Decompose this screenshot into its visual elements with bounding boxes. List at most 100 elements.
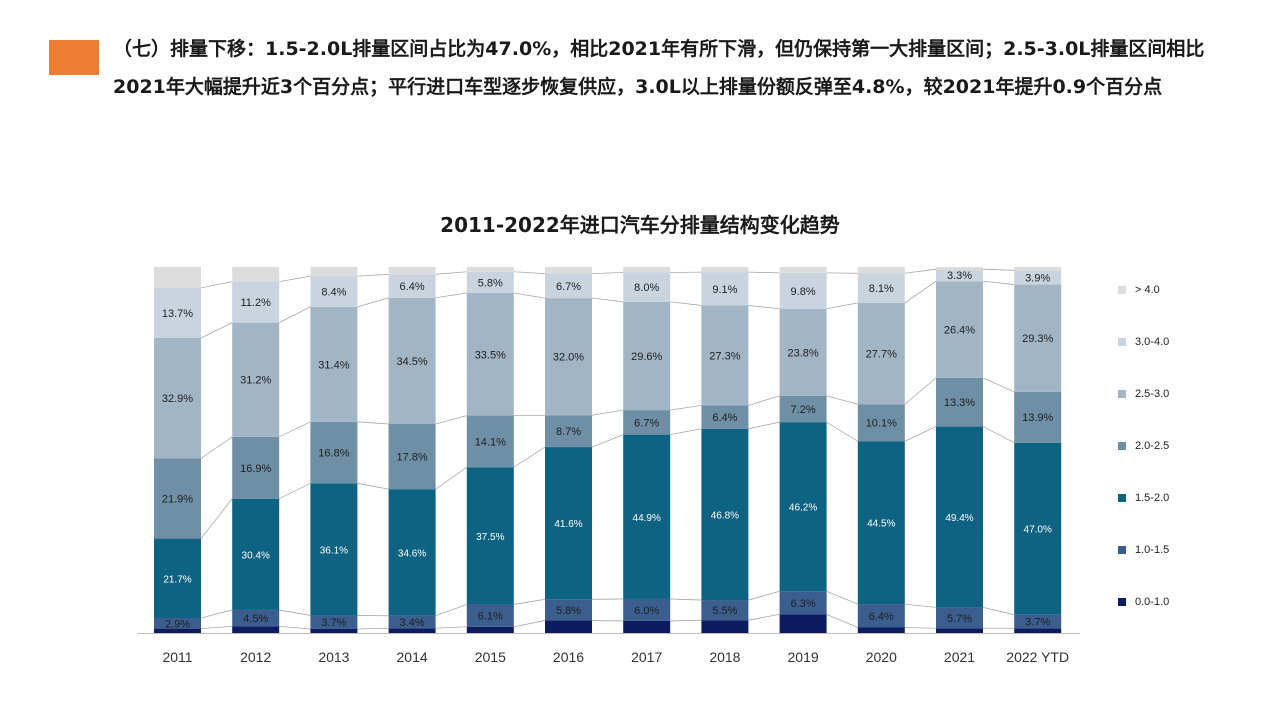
series-connector-line [357,421,389,425]
series-connector-line [435,292,467,299]
series-connector-line [279,609,311,616]
legend-label: 1.0-1.5 [1135,544,1170,556]
bar-segment [232,436,280,499]
series-connector-line [279,482,311,500]
bar-segment [466,271,514,293]
legend-label: 2.0-2.5 [1135,440,1170,452]
data-label: 27.3% [709,350,740,362]
data-label: 10.1% [866,418,897,430]
bar-segment [779,272,827,309]
data-label: 8.7% [556,426,581,438]
bar-segment [857,267,905,274]
bar-segment [232,498,280,610]
series-connector-line [982,606,1015,616]
data-label: 31.4% [318,359,349,371]
data-label: 21.9% [162,493,193,505]
data-label: 11.2% [241,297,272,309]
series-connector-line [670,598,702,601]
x-tick-label: 2022 YTD [1006,649,1069,665]
bar-segment [310,615,358,629]
data-label: 6.4% [869,611,894,623]
legend-item: 2.5-3.0 [1118,386,1169,402]
series-connector-line [982,280,1015,285]
legend-swatch [1118,494,1126,502]
legend-label: 1.5-2.0 [1135,492,1170,504]
data-label: 32.0% [553,352,584,364]
bar-segment [1014,442,1062,615]
data-label: 23.8% [787,347,818,359]
bar-segment [388,628,436,633]
legend-item: 3.0-4.0 [1118,334,1169,350]
bar-segment [623,620,671,633]
bar-segment [466,467,514,605]
bar-segment [701,428,749,601]
bar-segment [545,415,592,448]
series-connector-line [826,613,858,628]
series-connector-line [591,272,624,274]
series-connector-line [982,268,1015,271]
series-connector-line [904,426,937,442]
series-connector-line [513,598,546,605]
series-connector-line [200,626,233,630]
series-connector-line [904,268,937,274]
x-tick-label: 2011 [162,649,192,665]
bar-segment [936,607,983,629]
bar-segment [623,410,671,435]
data-label: 8.0% [634,282,659,294]
data-label: 34.6% [398,548,426,559]
data-label: 31.2% [240,375,271,387]
series-connector-line [748,421,780,430]
legend-item: 1.5-2.0 [1118,490,1169,506]
data-label: 13.7% [162,308,193,320]
bar-segment [466,604,514,627]
bar-segment [623,272,671,302]
bar-segment [779,591,827,615]
legend-label: 2.5-3.0 [1135,388,1170,400]
bar-segment [779,395,827,423]
legend-item: > 4.0 [1118,282,1160,298]
series-connector-line [670,619,702,622]
bar-segment [857,302,905,405]
data-label: 46.8% [711,510,739,521]
bar-segment [623,598,671,621]
x-tick-label: 2019 [788,649,819,665]
data-label: 3.7% [1025,616,1050,628]
legend-item: 0.0-1.0 [1118,594,1169,610]
series-connector-line [435,415,467,425]
bar-segment [154,267,201,288]
series-connector-line [826,590,858,605]
bar-segment [779,267,827,273]
data-label: 13.3% [944,397,975,409]
x-tick-labels: 2011 2012 2013 2014 2015 2016 2017 2018 2019 2020… [162,649,1069,665]
series-connector-line [904,603,937,608]
data-label: 16.9% [240,463,271,475]
bar-segment [857,627,905,633]
chart-title: 2011-2022年进口汽车分排量结构变化趋势 [440,213,840,237]
series-connector-line [200,609,233,619]
data-label: 4.5% [243,613,268,625]
bar-segment [232,281,280,323]
data-label: 8.1% [869,283,894,295]
series-connector-line [357,627,389,630]
data-label: 32.9% [162,393,193,405]
legend-swatch [1118,390,1126,398]
bar-segment [1014,267,1062,271]
bar-segment [154,617,201,629]
data-label: 29.3% [1022,333,1053,345]
bar-segment [701,272,749,306]
bar-segment [857,273,905,303]
data-label: 13.9% [1022,412,1053,424]
bar-segment [936,269,983,282]
series-connector-line [200,322,233,339]
bar-segment [936,281,983,378]
data-label: 2.9% [165,618,190,630]
bar-segment [623,267,671,273]
series-connector-line [513,271,546,274]
bar-segment [388,267,436,275]
bar-segment [545,298,592,416]
series-connector-line [748,395,780,406]
data-label: 6.1% [478,611,503,623]
bar-segment [154,338,201,459]
series-connector-line [748,590,780,601]
